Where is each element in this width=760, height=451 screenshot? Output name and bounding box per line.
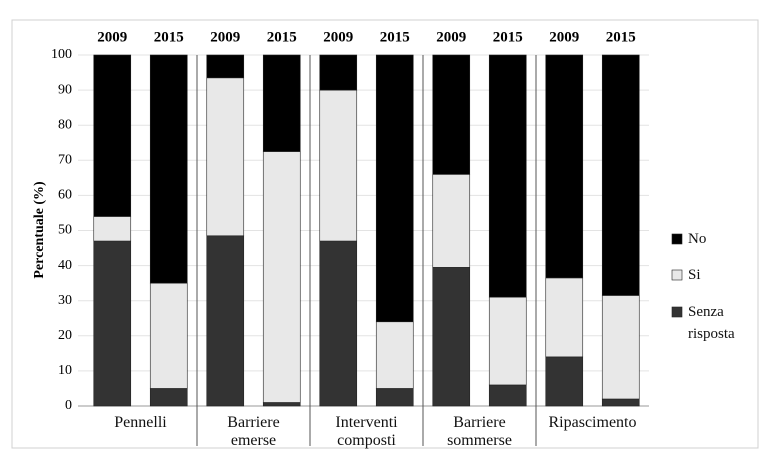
y-tick-label: 10 [58,363,72,378]
bar-segment [601,54,640,296]
bar-segment [262,151,301,403]
bar-segment [432,54,471,175]
y-tick-label: 30 [58,293,72,308]
bar-segment [93,240,132,407]
x-category-label: 2015 [380,29,410,45]
bar-segment [432,267,471,407]
chart-frame [11,19,759,449]
y-tick-label: 100 [51,47,72,62]
bar-segment [93,216,132,242]
bar-segment [149,282,188,389]
bar-segment [319,240,358,407]
legend-label: No [688,231,707,247]
y-tick-label: 50 [58,223,72,238]
y-tick-label: 0 [65,398,72,413]
group-label: Ripascimento [548,414,637,431]
bar-segment [601,398,640,407]
x-category-label: 2009 [323,29,353,45]
x-category-label: 2009 [549,29,579,45]
bar-segment [149,388,188,407]
x-category-label: 2015 [154,29,184,45]
bar-segment [601,295,640,400]
y-tick-label: 20 [58,328,72,343]
bar-segment [206,54,245,79]
legend-swatch [671,269,683,281]
x-category-label: 2015 [606,29,636,45]
bar-segment [488,384,527,407]
x-category-label: 2009 [210,29,240,45]
bar-segment [545,54,584,279]
bar-segment [319,54,358,91]
group-label: Interventi composti [335,414,398,449]
bar-segment [93,54,132,217]
bar-segment [262,54,301,152]
y-tick-label: 60 [58,188,72,203]
bar-segment [488,296,527,386]
y-tick-label: 80 [58,117,72,132]
bar-segment [545,356,584,407]
bar-segment [375,54,414,323]
bar-segment [375,388,414,407]
legend-label: Si [688,267,701,283]
bar-segment [262,402,301,407]
legend-swatch [671,306,683,318]
bar-segment [545,277,584,358]
legend-label: Senza risposta [688,304,735,342]
bar-segment [206,235,245,407]
legend-swatch [671,233,683,245]
group-label: Pennelli [114,414,167,431]
bar-segment [149,54,188,284]
y-tick-label: 40 [58,258,72,273]
bar-segment [488,54,527,298]
y-axis-label: Percentuale (%) [32,181,47,279]
bar-segment [432,174,471,268]
group-label: Barriere emerse [227,414,280,449]
bar-segment [319,89,358,242]
y-tick-label: 90 [58,82,72,97]
x-category-label: 2009 [97,29,127,45]
y-tick-label: 70 [58,153,72,168]
x-category-label: 2009 [436,29,466,45]
x-category-label: 2015 [267,29,297,45]
bar-segment [375,321,414,389]
bar-segment [206,77,245,237]
group-label: Barriere sommerse [447,414,512,449]
x-category-label: 2015 [493,29,523,45]
